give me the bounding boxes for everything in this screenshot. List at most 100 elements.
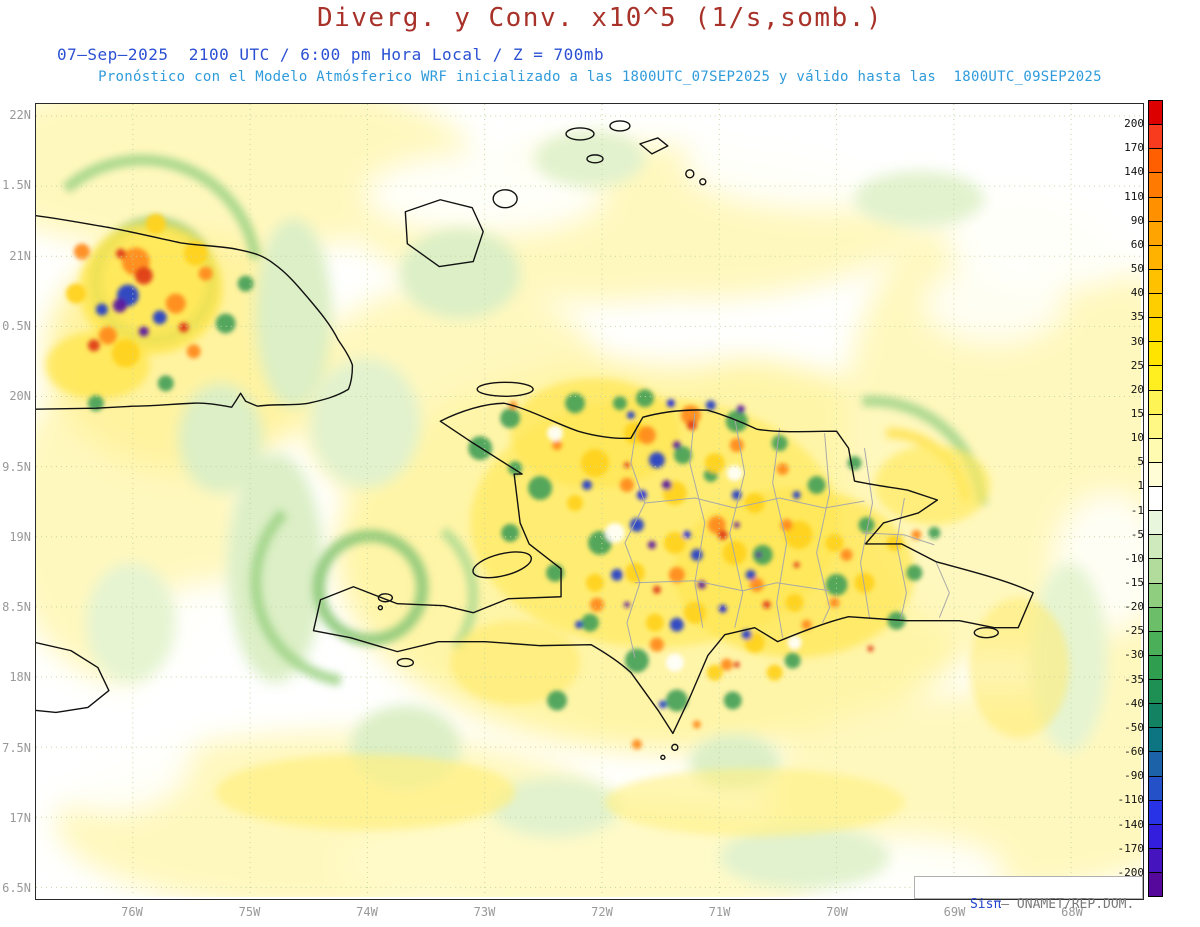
attribution-brand: Sisπ	[969, 897, 1002, 912]
colorbar-cell	[1149, 293, 1162, 318]
colorbar-tick-label: 110	[1124, 189, 1144, 203]
colorbar-tick-label: -110	[1117, 793, 1145, 807]
turks-island-2	[699, 178, 707, 186]
colorbar-cell	[1149, 630, 1162, 655]
lat-tick-label: 9.5N	[2, 459, 31, 474]
colorbar-cell	[1149, 847, 1162, 872]
lat-tick-label: 18N	[9, 670, 31, 685]
colorbar-cell	[1149, 196, 1162, 221]
colorbar-tick-label: 15	[1130, 406, 1144, 420]
colorbar-tick-label: -90	[1124, 769, 1144, 783]
model-info-subtitle: Pronóstico con el Modelo Atmósferico WRF…	[98, 69, 1102, 85]
colorbar-tick-label: 1	[1137, 479, 1144, 493]
colorbar-cell	[1149, 558, 1162, 583]
cuba-coastline	[36, 215, 354, 410]
lon-tick-label: 71W	[708, 905, 731, 919]
lon-tick-label: 68W	[1050, 904, 1094, 920]
caicos-island-1	[565, 127, 595, 141]
gonave-island	[472, 551, 533, 579]
colorbar-cell	[1149, 823, 1162, 848]
colorbar-tick-label: -35	[1124, 672, 1144, 686]
colorbar-cell	[1149, 679, 1162, 704]
colorbar-cell	[1149, 413, 1162, 438]
colorbar-cell	[1149, 775, 1162, 800]
colorbar	[1148, 100, 1163, 897]
colorbar-cell	[1149, 582, 1162, 607]
colorbar-tick-label: 35	[1130, 310, 1144, 324]
lat-tick-label: 22N	[9, 108, 31, 122]
colorbar-cell	[1149, 654, 1162, 679]
lat-tick-label: 8.5N	[2, 600, 31, 615]
colorbar-cell	[1149, 727, 1162, 752]
divergence-map	[36, 104, 1141, 897]
lat-tick-label: 0.5N	[2, 318, 31, 333]
attribution-text: – ONAMET/REP.DOM.	[1001, 897, 1135, 912]
colorbar-tick-label: -25	[1124, 624, 1144, 638]
colorbar-cell	[1149, 148, 1162, 173]
colorbar-cell	[1149, 124, 1162, 149]
lat-tick-label: 20N	[9, 389, 31, 404]
colorbar-tick-label: -20	[1124, 600, 1144, 614]
ile-a-vache	[396, 657, 415, 668]
lat-tick-label: 21N	[9, 248, 31, 263]
colorbar-tick-label: 200	[1124, 117, 1144, 131]
colorbar-tick-label: -5	[1130, 527, 1144, 541]
colorbar-tick-label: 5	[1137, 455, 1144, 469]
turks-island-1	[685, 169, 695, 179]
colorbar-tick-label: 40	[1130, 286, 1144, 300]
lon-tick-label: 74W	[356, 905, 378, 919]
lat-tick-label: 7.5N	[2, 740, 31, 755]
beata-islet-1	[671, 743, 679, 752]
lat-tick-label: 6.5N	[2, 881, 31, 896]
colorbar-cell	[1149, 751, 1162, 776]
lat-tick-label: 1.5N	[2, 178, 31, 193]
colorbar-tick-label: -200	[1117, 865, 1145, 879]
colorbar-tick-label: -60	[1124, 745, 1144, 759]
valid-time-subtitle: 07–Sep–2025 2100 UTC / 6:00 pm Hora Loca…	[57, 45, 605, 64]
colorbar-cell	[1149, 268, 1162, 293]
colorbar-cell	[1149, 461, 1162, 486]
lon-tick-label: 73W	[473, 905, 496, 919]
saona-island	[973, 626, 999, 639]
colorbar-cell	[1149, 101, 1162, 125]
colorbar-cell	[1149, 872, 1162, 897]
colorbar-cell	[1149, 341, 1162, 366]
caicos-island-3	[639, 137, 669, 155]
province-borders-layer	[624, 413, 950, 658]
navassa-island	[377, 605, 384, 611]
colorbar-tick-label: 30	[1130, 334, 1144, 348]
attribution-badge: Sisπ– ONAMET/REP.DOM.	[914, 876, 1144, 912]
colorbar-tick-label: -15	[1124, 576, 1144, 590]
colorbar-tick-label: -40	[1124, 696, 1144, 710]
lat-tick-label: 17N	[9, 811, 31, 825]
lat-tick-label: 19N	[9, 529, 31, 544]
lon-tick-label: 76W	[121, 905, 143, 919]
colorbar-tick-label: 170	[1124, 141, 1144, 155]
colorbar-cell	[1149, 606, 1162, 631]
cayemites-island	[377, 593, 394, 603]
colorbar-tick-label: -170	[1117, 841, 1145, 855]
beata-islet-2	[660, 754, 666, 761]
page-title: Diverg. y Conv. x10^5 (1/s,somb.)	[316, 3, 884, 33]
caicos-island-2	[609, 120, 631, 132]
colorbar-cell	[1149, 220, 1162, 245]
lon-tick-label: 75W	[238, 905, 261, 919]
colorbar-cell	[1149, 437, 1162, 462]
haiti-dr-border	[624, 425, 646, 658]
colorbar-cell	[1149, 317, 1162, 342]
jamaica-coastline	[36, 641, 110, 714]
colorbar-tick-label: -10	[1124, 551, 1144, 565]
caicos-island-4	[586, 154, 604, 164]
coastlines-layer	[36, 120, 1034, 761]
colorbar-cell	[1149, 703, 1162, 728]
hispaniola-coastline	[312, 402, 1034, 735]
colorbar-tick-label: 10	[1130, 431, 1144, 445]
lon-tick-label: 69W	[933, 904, 977, 920]
colorbar-tick-label: 90	[1130, 213, 1144, 227]
colorbar-cell	[1149, 389, 1162, 414]
map-area: Sisπ– ONAMET/REP.DOM.	[35, 103, 1144, 912]
tortuga-island	[476, 381, 534, 397]
colorbar-cell	[1149, 172, 1162, 197]
colorbar-tick-label: -50	[1124, 720, 1144, 734]
colorbar-tick-label: 140	[1124, 165, 1144, 179]
